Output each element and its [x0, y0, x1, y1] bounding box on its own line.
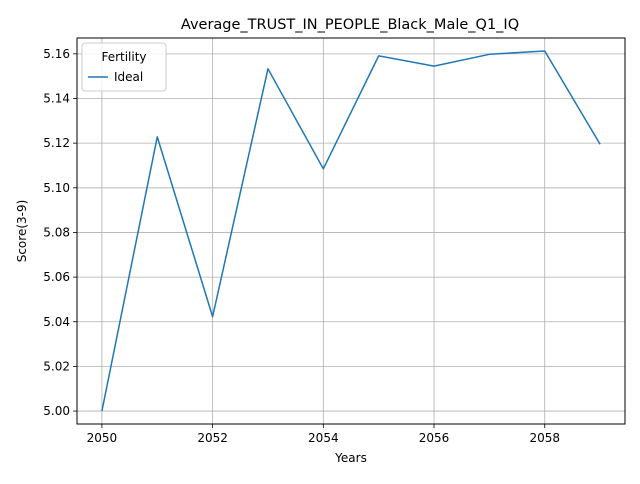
y-tick-label: 5.00	[43, 404, 70, 418]
y-tick-label: 5.16	[43, 47, 70, 61]
legend-title: Fertility	[101, 50, 146, 64]
x-tick-label: 2054	[308, 431, 339, 445]
y-axis-label: Score(3-9)	[15, 200, 29, 263]
legend: Fertility Ideal	[82, 43, 166, 91]
x-tick-label: 2052	[197, 431, 228, 445]
y-tick-label: 5.04	[43, 315, 70, 329]
y-tick-label: 5.10	[43, 181, 70, 195]
x-tick-label: 2058	[529, 431, 560, 445]
x-tick-label: 2056	[419, 431, 450, 445]
y-tick-label: 5.08	[43, 225, 70, 239]
chart-title: Average_TRUST_IN_PEOPLE_Black_Male_Q1_IQ	[181, 17, 519, 33]
x-tick-label: 2050	[87, 431, 118, 445]
y-tick-label: 5.12	[43, 136, 70, 150]
y-tick-label: 5.06	[43, 270, 70, 284]
x-axis-label: Years	[334, 451, 367, 465]
y-tick-label: 5.14	[43, 92, 70, 106]
y-tick-label: 5.02	[43, 359, 70, 373]
legend-label-ideal: Ideal	[114, 70, 143, 84]
